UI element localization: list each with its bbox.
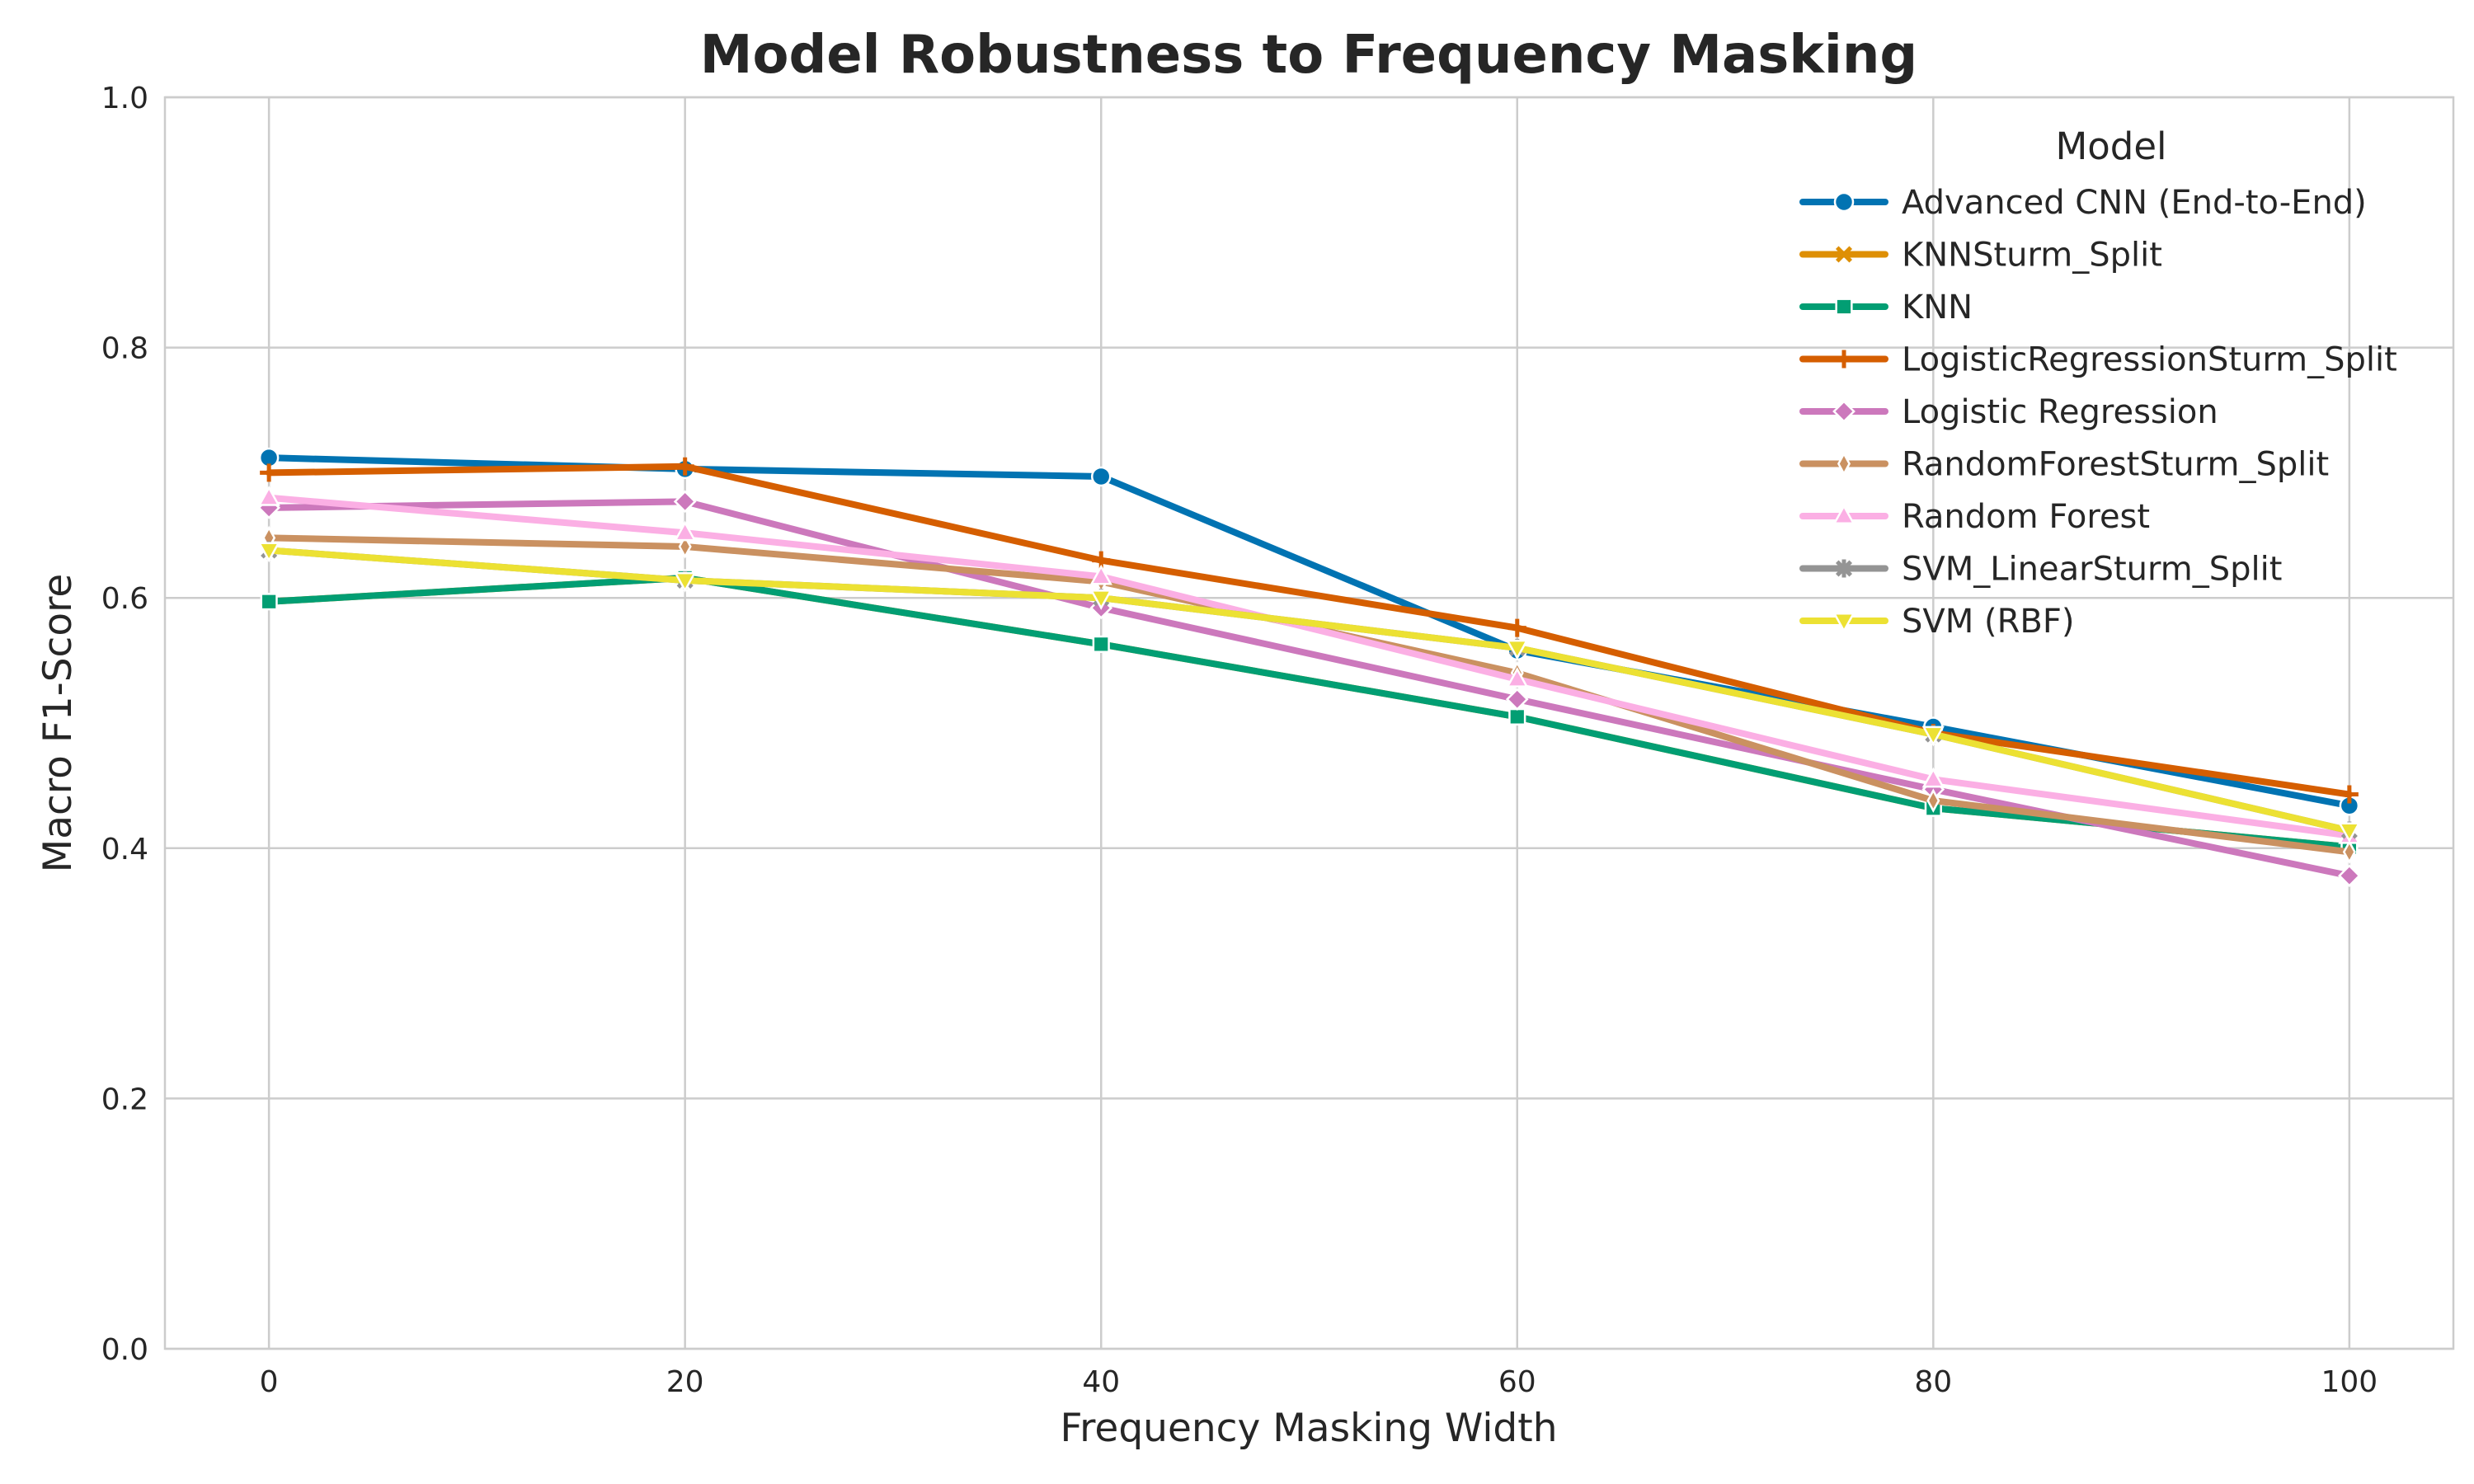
x-tick-label: 100 bbox=[2321, 1365, 2378, 1399]
y-tick-label: 0.0 bbox=[101, 1333, 148, 1367]
legend-marker bbox=[1832, 612, 1856, 633]
data-point bbox=[257, 542, 280, 563]
legend-item: Advanced CNN (End-to-End) bbox=[1799, 184, 2367, 222]
series-line bbox=[266, 574, 2353, 851]
x-axis-title: Frequency Masking Width bbox=[1061, 1406, 1558, 1451]
data-point bbox=[1921, 726, 1945, 747]
data-point bbox=[1506, 639, 1529, 660]
data-point bbox=[678, 534, 692, 559]
data-point bbox=[2337, 864, 2361, 888]
data-point bbox=[257, 486, 280, 506]
legend-title: Model bbox=[2055, 124, 2166, 168]
data-point bbox=[674, 571, 697, 593]
data-point bbox=[1089, 564, 1112, 585]
legend-marker bbox=[1833, 191, 1855, 213]
legend-label: SVM_LinearSturm_Split bbox=[1902, 551, 2282, 589]
plot-background bbox=[165, 97, 2453, 1349]
legend-item: RandomForestSturm_Split bbox=[1799, 446, 2329, 484]
y-tick-label: 0.4 bbox=[101, 833, 148, 866]
x-tick-label: 60 bbox=[1498, 1365, 1536, 1399]
data-point bbox=[1507, 618, 1526, 637]
series-7 bbox=[257, 486, 2361, 844]
x-axis-ticks: 0 20 40 60 80 100 bbox=[260, 1365, 2378, 1399]
legend-marker bbox=[1835, 298, 1853, 316]
series-layer bbox=[257, 447, 2361, 888]
y-tick-label: 0.6 bbox=[101, 582, 148, 616]
series-9 bbox=[257, 542, 2361, 843]
data-point bbox=[674, 520, 697, 542]
legend-marker bbox=[1835, 246, 1853, 263]
data-point bbox=[2342, 839, 2356, 865]
legend-label: Random Forest bbox=[1902, 498, 2150, 536]
legend-label: RandomForestSturm_Split bbox=[1902, 446, 2329, 484]
legend: Model Advanced CNN (End-to-End) KNNSturm_… bbox=[1799, 124, 2397, 641]
data-point bbox=[1092, 635, 1110, 653]
data-point bbox=[1505, 688, 1529, 711]
data-point bbox=[260, 463, 279, 482]
legend-label: Logistic Regression bbox=[1902, 393, 2218, 431]
legend-marker bbox=[1837, 451, 1851, 477]
legend-label: SVM (RBF) bbox=[1902, 603, 2074, 641]
plot-frame bbox=[163, 96, 2455, 1350]
data-point bbox=[673, 490, 697, 514]
data-point bbox=[675, 457, 694, 476]
data-point bbox=[2340, 785, 2359, 804]
legend-item: Random Forest bbox=[1799, 498, 2150, 536]
legend-marker bbox=[1835, 350, 1853, 369]
legend-item: KNNSturm_Split bbox=[1799, 237, 2162, 275]
x-tick-label: 80 bbox=[1914, 1365, 1952, 1399]
chart-title: Model Robustness to Frequency Masking bbox=[700, 25, 1917, 86]
legend-marker bbox=[1832, 400, 1856, 423]
series-line bbox=[266, 547, 2353, 834]
data-point bbox=[1508, 707, 1526, 726]
legend-label: LogisticRegressionSturm_Split bbox=[1902, 341, 2397, 379]
legend-item: SVM_LinearSturm_Split bbox=[1799, 551, 2282, 589]
series-line bbox=[266, 498, 2353, 880]
data-point bbox=[2338, 822, 2361, 843]
x-tick-label: 0 bbox=[260, 1365, 279, 1399]
y-tick-label: 1.0 bbox=[101, 82, 148, 115]
series-line bbox=[266, 463, 2353, 798]
data-point bbox=[1089, 589, 1112, 610]
legend-item: KNN bbox=[1799, 289, 1973, 326]
legend-label: KNNSturm_Split bbox=[1902, 237, 2162, 275]
data-point bbox=[1506, 667, 1529, 688]
x-tick-label: 20 bbox=[666, 1365, 704, 1399]
legend-item: LogisticRegressionSturm_Split bbox=[1799, 341, 2397, 379]
data-point bbox=[1926, 788, 1940, 813]
data-point bbox=[1090, 466, 1112, 487]
legend-label: KNN bbox=[1902, 289, 1973, 326]
y-tick-label: 0.2 bbox=[101, 1082, 148, 1116]
y-axis-title: Macro F1-Score bbox=[35, 574, 81, 873]
legend-marker bbox=[1835, 559, 1853, 578]
legend-label: Advanced CNN (End-to-End) bbox=[1902, 184, 2367, 222]
series-line bbox=[266, 494, 2353, 839]
legend-marker bbox=[1832, 504, 1856, 525]
y-axis-ticks: 0.0 0.2 0.4 0.6 0.8 1.0 bbox=[101, 82, 148, 1367]
data-point bbox=[260, 593, 278, 611]
data-point bbox=[1921, 767, 1945, 788]
legend-item: Logistic Regression bbox=[1799, 393, 2218, 431]
x-tick-label: 40 bbox=[1082, 1365, 1120, 1399]
y-tick-label: 0.8 bbox=[101, 332, 148, 366]
legend-item: SVM (RBF) bbox=[1799, 603, 2074, 641]
